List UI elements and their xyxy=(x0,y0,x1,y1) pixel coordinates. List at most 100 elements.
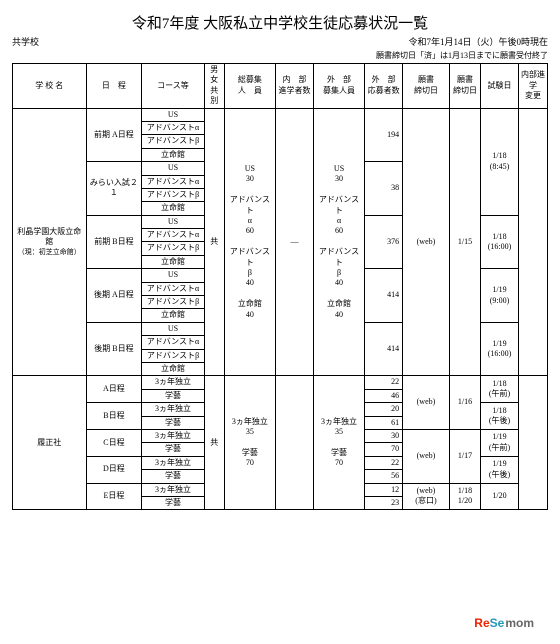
logo-se: Se xyxy=(490,616,505,630)
obo-cell: 22 xyxy=(365,456,403,469)
table-row: 利晶学園大阪立命館（現：初芝立命館）前期 A日程US共US 30 アドバンスト … xyxy=(13,108,548,121)
close-cell: 1/18 1/20 xyxy=(449,483,480,510)
exam-cell: 1/18 (8:45) xyxy=(481,108,519,215)
page-title: 令和7年度 大阪私立中学校生徒応募状況一覧 xyxy=(12,12,548,33)
schedule-cell: 前期 B日程 xyxy=(86,215,142,269)
exam-cell: 1/18 (午後) xyxy=(481,403,519,430)
course-cell: アドバンストα xyxy=(142,175,204,188)
course-cell: US xyxy=(142,108,204,121)
obo-cell: 12 xyxy=(365,483,403,496)
hdr-change: 内部進学 変更 xyxy=(518,64,547,109)
schedule-cell: B日程 xyxy=(86,403,142,430)
hdr-schedule: 日 程 xyxy=(86,64,142,109)
hdr-obo: 外 部 応募者数 xyxy=(365,64,403,109)
school-name: 利晶学園大阪立命館（現：初芝立命館） xyxy=(13,108,87,376)
naibu-cell xyxy=(276,376,314,510)
status-table: 学 校 名 日 程 コース等 男女 共別 総募集 人 員 内 部 進学者数 外 … xyxy=(12,63,548,510)
course-cell: 立命館 xyxy=(142,309,204,322)
schedule-cell: 後期 A日程 xyxy=(86,269,142,323)
obo-cell: 46 xyxy=(365,389,403,402)
course-cell: 学藝 xyxy=(142,389,204,402)
close-cell: 1/17 xyxy=(449,429,480,483)
obo-cell: 30 xyxy=(365,429,403,442)
exam-cell: 1/19 (9:00) xyxy=(481,269,519,323)
course-cell: アドバンストα xyxy=(142,336,204,349)
logo: ReSemom xyxy=(474,616,534,630)
obo-cell: 414 xyxy=(365,322,403,376)
course-cell: アドバンストα xyxy=(142,121,204,134)
bosyu-cell: 3ヵ年独立 35 学藝 70 xyxy=(224,376,275,510)
schedule-cell: みらい入試２１ xyxy=(86,162,142,216)
schedule-cell: E日程 xyxy=(86,483,142,510)
bosyu-cell: US 30 アドバンスト α 60 アドバンスト β 40 立命館 40 xyxy=(224,108,275,376)
close-cell: 1/16 xyxy=(449,376,480,430)
course-cell: アドバンストβ xyxy=(142,296,204,309)
table-row: 履正社A日程3ヵ年独立共3ヵ年独立 35 学藝 703ヵ年独立 35 学藝 70… xyxy=(13,376,548,389)
sex-cell: 共 xyxy=(204,376,224,510)
hdr-course: コース等 xyxy=(142,64,204,109)
course-cell: アドバンストβ xyxy=(142,242,204,255)
course-cell: 学藝 xyxy=(142,443,204,456)
exam-cell: 1/19 (午前) xyxy=(481,429,519,456)
course-cell: 立命館 xyxy=(142,255,204,268)
obo-cell: 70 xyxy=(365,443,403,456)
exam-cell: 1/18 (午前) xyxy=(481,376,519,403)
course-cell: アドバンストβ xyxy=(142,135,204,148)
exam-cell: 1/20 xyxy=(481,483,519,510)
gmd-cell: (web) xyxy=(403,429,450,483)
obo-cell: 61 xyxy=(365,416,403,429)
exam-cell: 1/18 (16:00) xyxy=(481,215,519,269)
type-label: 共学校 xyxy=(12,35,39,48)
course-cell: US xyxy=(142,322,204,335)
course-cell: 立命館 xyxy=(142,362,204,375)
course-cell: アドバンストα xyxy=(142,229,204,242)
hdr-close: 願書 締切日 xyxy=(449,64,480,109)
course-cell: US xyxy=(142,162,204,175)
course-cell: 立命館 xyxy=(142,202,204,215)
course-cell: US xyxy=(142,215,204,228)
close-cell: 1/15 xyxy=(449,108,480,376)
change-cell xyxy=(518,108,547,376)
course-cell: アドバンストβ xyxy=(142,188,204,201)
exam-cell: 1/19 (16:00) xyxy=(481,322,519,376)
school-name: 履正社 xyxy=(13,376,87,510)
hdr-bosyu: 総募集 人 員 xyxy=(224,64,275,109)
obo-cell: 376 xyxy=(365,215,403,269)
schedule-cell: D日程 xyxy=(86,456,142,483)
naibu-cell: — xyxy=(276,108,314,376)
course-cell: 3ヵ年独立 xyxy=(142,376,204,389)
change-cell xyxy=(518,376,547,510)
course-cell: 3ヵ年独立 xyxy=(142,429,204,442)
deadline-note: 願書締切日「済」は1月13日までに願書受付終了 xyxy=(12,50,548,61)
obo-cell: 194 xyxy=(365,108,403,162)
course-cell: アドバンストα xyxy=(142,282,204,295)
exam-cell: 1/19 (午後) xyxy=(481,456,519,483)
hdr-gmd: 願書 締切日 xyxy=(403,64,450,109)
course-cell: 立命館 xyxy=(142,148,204,161)
gmd-cell: (web) xyxy=(403,376,450,430)
obo-cell: 56 xyxy=(365,470,403,483)
gmd-cell: (web) xyxy=(403,108,450,376)
schedule-cell: 前期 A日程 xyxy=(86,108,142,162)
course-cell: 学藝 xyxy=(142,416,204,429)
hdr-school: 学 校 名 xyxy=(13,64,87,109)
course-cell: 3ヵ年独立 xyxy=(142,403,204,416)
gaibu-cell: 3ヵ年独立 35 学藝 70 xyxy=(313,376,364,510)
course-cell: 3ヵ年独立 xyxy=(142,483,204,496)
obo-cell: 38 xyxy=(365,162,403,216)
course-cell: アドバンストβ xyxy=(142,349,204,362)
logo-re: Re xyxy=(474,616,489,630)
hdr-gaibu: 外 部 募集人員 xyxy=(313,64,364,109)
hdr-exam: 試験日 xyxy=(481,64,519,109)
schedule-cell: 後期 B日程 xyxy=(86,322,142,376)
sex-cell: 共 xyxy=(204,108,224,376)
course-cell: US xyxy=(142,269,204,282)
course-cell: 学藝 xyxy=(142,496,204,509)
hdr-sex: 男女 共別 xyxy=(204,64,224,109)
obo-cell: 20 xyxy=(365,403,403,416)
timestamp: 令和7年1月14日（火）午後0時現在 xyxy=(408,35,548,48)
schedule-cell: C日程 xyxy=(86,429,142,456)
course-cell: 3ヵ年独立 xyxy=(142,456,204,469)
gaibu-cell: US 30 アドバンスト α 60 アドバンスト β 40 立命館 40 xyxy=(313,108,364,376)
hdr-naibu: 内 部 進学者数 xyxy=(276,64,314,109)
